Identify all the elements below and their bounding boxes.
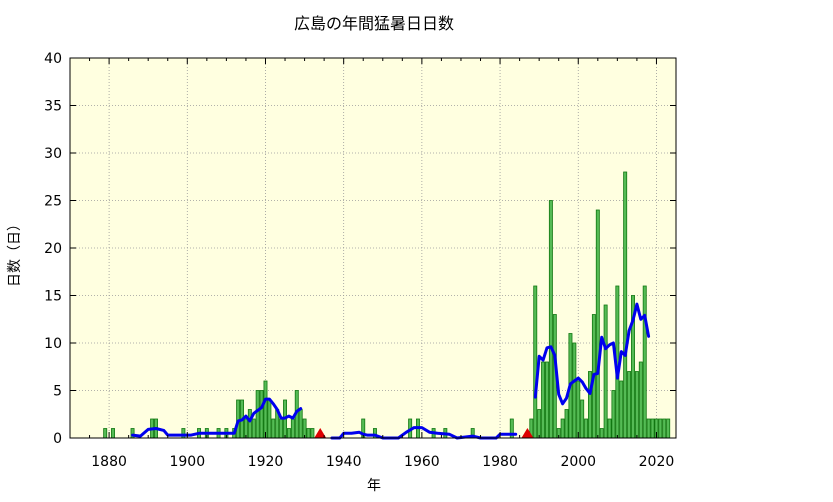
x-tick-label: 1880 — [91, 454, 127, 470]
bar — [638, 361, 643, 439]
bar — [541, 361, 546, 439]
moving-average-line — [533, 302, 651, 406]
bar — [255, 390, 260, 439]
bar — [619, 380, 624, 439]
bar — [658, 418, 663, 439]
y-tick-label: 20 — [44, 241, 62, 257]
moving-average-line — [330, 426, 518, 440]
bar — [603, 304, 608, 439]
marker-triangle — [521, 428, 534, 438]
bar — [572, 342, 577, 439]
bar — [650, 418, 655, 439]
x-tick-label: 1980 — [482, 454, 518, 470]
bar — [103, 428, 108, 439]
bar — [576, 380, 581, 439]
bar — [259, 390, 264, 439]
y-tick-label: 15 — [44, 289, 62, 305]
bar — [611, 390, 616, 439]
x-tick-labels: 1880 1900 1920 1940 1960 1980 2000 2020 — [91, 454, 674, 470]
bar — [564, 409, 569, 439]
bar — [627, 371, 632, 439]
y-tick-label: 5 — [53, 384, 62, 400]
bar — [290, 418, 295, 439]
bar — [646, 418, 651, 439]
y-tick-label: 30 — [44, 146, 62, 162]
axis-ticks — [69, 57, 677, 439]
bar — [263, 380, 268, 439]
bar — [599, 428, 604, 439]
x-tick-label: 2000 — [560, 454, 596, 470]
y-tick-label: 0 — [53, 431, 62, 447]
x-tick-label: 1960 — [404, 454, 440, 470]
y-tick-label: 25 — [44, 194, 62, 210]
marker-triangle — [314, 428, 327, 438]
bar — [634, 371, 639, 439]
y-axis-label: 日数（日） — [7, 217, 23, 287]
x-axis-label: 年 — [367, 478, 381, 494]
x-tick-label: 1920 — [248, 454, 284, 470]
y-tick-label: 35 — [44, 99, 62, 115]
markers — [314, 428, 534, 438]
bar — [548, 200, 553, 439]
bar — [251, 418, 256, 439]
bar — [595, 209, 600, 439]
bar — [306, 428, 311, 439]
bar — [560, 418, 565, 439]
y-tick-label: 10 — [44, 336, 62, 352]
chart-title: 広島の年間猛暑日日数 — [294, 14, 454, 33]
bar — [584, 418, 589, 439]
bar — [537, 409, 542, 439]
x-tick-label: 1900 — [169, 454, 205, 470]
bar — [247, 409, 252, 439]
y-tick-label: 40 — [44, 51, 62, 67]
bar — [271, 418, 276, 439]
y-tick-labels: 0 5 10 15 20 25 30 35 40 — [44, 51, 62, 447]
bar — [533, 285, 538, 439]
bar — [310, 428, 315, 439]
bar — [267, 399, 272, 439]
bar — [236, 399, 241, 439]
grid-lines — [70, 58, 676, 438]
x-tick-label: 2020 — [639, 454, 675, 470]
x-tick-label: 1940 — [326, 454, 362, 470]
bar — [286, 428, 291, 439]
bar — [607, 418, 612, 439]
moving-average-line — [131, 397, 303, 438]
moving-average — [131, 302, 651, 440]
bar — [580, 399, 585, 439]
bar — [279, 418, 284, 439]
bar — [545, 361, 549, 439]
bar — [111, 428, 115, 439]
bar — [642, 285, 647, 439]
bar — [662, 418, 667, 439]
bar — [298, 409, 303, 439]
bar — [623, 171, 628, 439]
bar — [666, 418, 671, 439]
